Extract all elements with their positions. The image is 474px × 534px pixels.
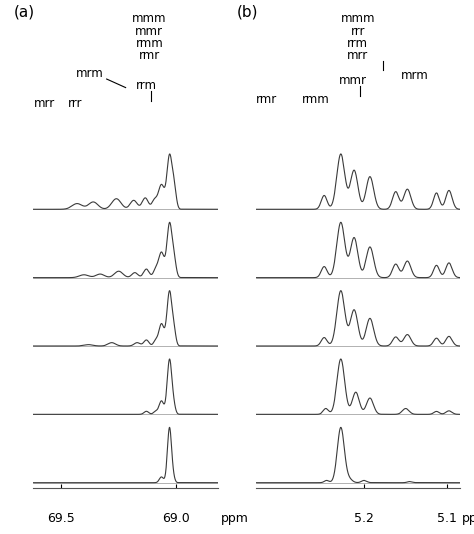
- Text: mrm: mrm: [401, 69, 428, 82]
- Text: 5.1: 5.1: [438, 512, 457, 525]
- Text: rrm: rrm: [136, 79, 157, 92]
- Text: rmm: rmm: [302, 92, 330, 106]
- Text: mmm: mmm: [341, 12, 375, 26]
- Text: mmr: mmr: [339, 74, 367, 88]
- Text: mmm: mmm: [132, 12, 166, 26]
- Text: rrr: rrr: [68, 97, 82, 110]
- Text: rmr: rmr: [256, 92, 277, 106]
- Text: mrm: mrm: [76, 67, 104, 81]
- Text: (a): (a): [14, 4, 36, 19]
- Text: 69.0: 69.0: [163, 512, 191, 525]
- Text: mrr: mrr: [347, 49, 368, 62]
- Text: ppm: ppm: [220, 512, 248, 525]
- Text: (b): (b): [237, 4, 258, 19]
- Text: rrr: rrr: [351, 25, 365, 38]
- Text: rmr: rmr: [139, 49, 160, 62]
- Text: mmr: mmr: [135, 25, 164, 38]
- Text: 69.5: 69.5: [47, 512, 75, 525]
- Text: mrr: mrr: [34, 97, 55, 110]
- Text: rrm: rrm: [347, 37, 368, 50]
- Text: ppm: ppm: [462, 512, 474, 525]
- Text: rmm: rmm: [136, 37, 163, 50]
- Text: 5.2: 5.2: [354, 512, 374, 525]
